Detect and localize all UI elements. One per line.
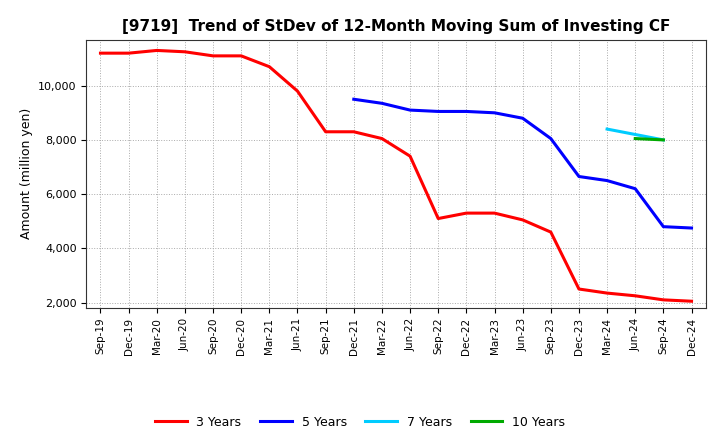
Line: 7 Years: 7 Years [607, 129, 663, 140]
3 Years [349, 129, 358, 134]
3 Years [603, 290, 611, 296]
3 Years [462, 210, 471, 216]
Line: 10 Years: 10 Years [635, 139, 663, 140]
10 Years [631, 136, 639, 141]
3 Years [490, 210, 499, 216]
3 Years [434, 216, 443, 221]
3 Years [687, 299, 696, 304]
7 Years [659, 137, 667, 143]
3 Years [518, 217, 527, 223]
3 Years [631, 293, 639, 298]
3 Years [96, 51, 105, 56]
5 Years [575, 174, 583, 179]
5 Years [462, 109, 471, 114]
3 Years [293, 88, 302, 94]
Line: 5 Years: 5 Years [354, 99, 691, 228]
3 Years [153, 48, 161, 53]
5 Years [659, 224, 667, 229]
10 Years [659, 137, 667, 143]
3 Years [237, 53, 246, 59]
Title: [9719]  Trend of StDev of 12-Month Moving Sum of Investing CF: [9719] Trend of StDev of 12-Month Moving… [122, 19, 670, 34]
5 Years [349, 97, 358, 102]
Y-axis label: Amount (million yen): Amount (million yen) [19, 108, 32, 239]
5 Years [490, 110, 499, 115]
3 Years [321, 129, 330, 134]
3 Years [406, 154, 415, 159]
Line: 3 Years: 3 Years [101, 51, 691, 301]
5 Years [434, 109, 443, 114]
5 Years [687, 225, 696, 231]
3 Years [209, 53, 217, 59]
3 Years [575, 286, 583, 292]
7 Years [603, 126, 611, 132]
5 Years [377, 101, 386, 106]
3 Years [265, 64, 274, 70]
Legend: 3 Years, 5 Years, 7 Years, 10 Years: 3 Years, 5 Years, 7 Years, 10 Years [150, 411, 570, 434]
3 Years [546, 229, 555, 235]
5 Years [406, 107, 415, 113]
5 Years [603, 178, 611, 183]
3 Years [181, 49, 189, 55]
3 Years [125, 51, 133, 56]
5 Years [518, 116, 527, 121]
5 Years [546, 136, 555, 141]
3 Years [377, 136, 386, 141]
7 Years [631, 132, 639, 137]
5 Years [631, 186, 639, 191]
3 Years [659, 297, 667, 303]
